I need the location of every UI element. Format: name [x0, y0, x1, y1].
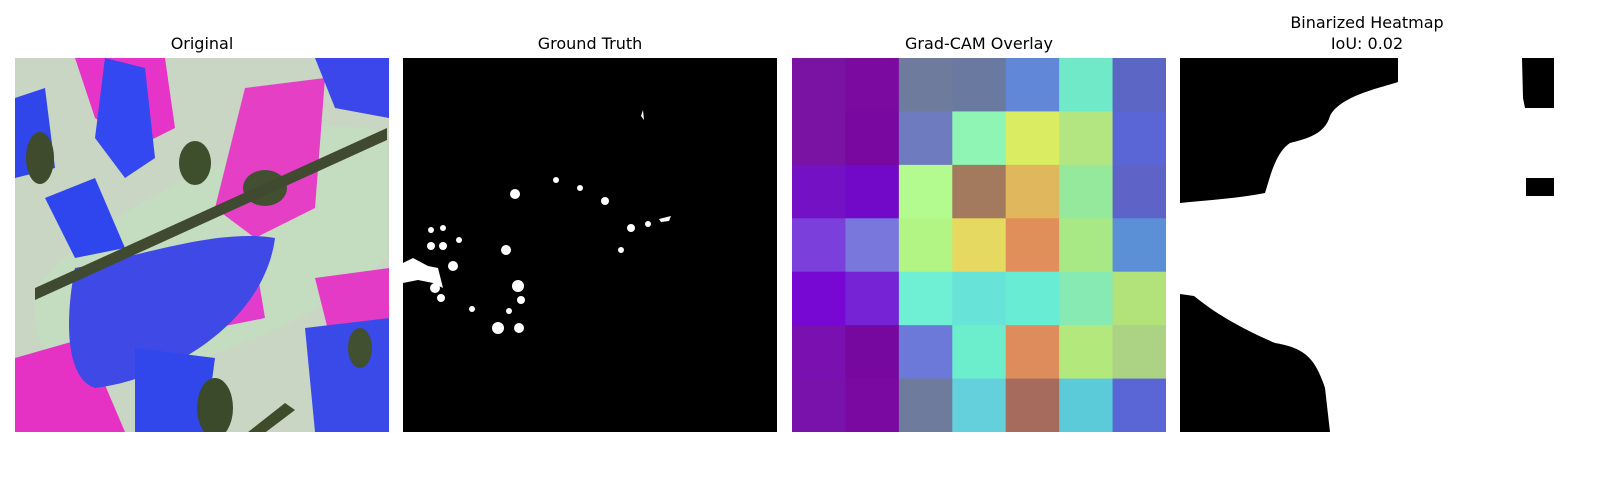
heatmap-cell: [898, 164, 953, 219]
heatmap-cell: [1112, 378, 1166, 432]
heatmap-cell: [952, 164, 1007, 219]
heatmap-cell: [792, 325, 846, 380]
heatmap-cell: [792, 111, 846, 166]
heatmap-cell: [952, 218, 1007, 273]
heatmap-cell: [1005, 164, 1060, 219]
heatmap-cell: [952, 111, 1007, 166]
panel-title-binarized-heatmap: Binarized Heatmap: [1290, 13, 1444, 32]
heatmap-cell: [1059, 111, 1114, 166]
binarized-heatmap: [1180, 58, 1554, 432]
heatmap-cell: [898, 271, 953, 326]
heatmap-cell: [1112, 58, 1166, 112]
heatmap-cell: [1059, 271, 1114, 326]
heatmap-cell: [792, 164, 846, 219]
heatmap-cell: [1059, 164, 1114, 219]
heatmap-cell: [952, 325, 1007, 380]
heatmap-cell: [1059, 378, 1114, 432]
heatmap-cell: [952, 58, 1007, 112]
ground-truth-mask: [403, 58, 777, 432]
heatmap-cell: [1112, 164, 1166, 219]
heatmap-cell: [792, 218, 846, 273]
heatmap-cell: [845, 58, 900, 112]
heatmap-cell: [1005, 378, 1060, 432]
heatmap-cell: [952, 271, 1007, 326]
panel-title-ground-truth: Ground Truth: [537, 34, 643, 53]
panel-title-original: Original: [170, 34, 234, 53]
heatmap-cell: [1005, 111, 1060, 166]
heatmap-cell: [845, 325, 900, 380]
heatmap-cell: [845, 271, 900, 326]
heatmap-cell: [1112, 325, 1166, 380]
heatmap-cell: [898, 111, 953, 166]
original-image: [15, 58, 389, 432]
heatmap-cell: [1112, 271, 1166, 326]
heatmap-cell: [1005, 271, 1060, 326]
heatmap-cell: [1005, 325, 1060, 380]
heatmap-cell: [1005, 218, 1060, 273]
heatmap-cell: [845, 378, 900, 432]
heatmap-cell: [1059, 325, 1114, 380]
heatmap-cell: [792, 271, 846, 326]
panel-subtitle-iou: IoU: 0.02: [1330, 34, 1404, 53]
heatmap-cell: [1005, 58, 1060, 112]
heatmap-cell: [845, 164, 900, 219]
heatmap-cell: [952, 378, 1007, 432]
heatmap-cell: [1112, 218, 1166, 273]
gradcam-heatmap-grid: [792, 58, 1166, 432]
heatmap-cell: [898, 378, 953, 432]
heatmap-cell: [898, 325, 953, 380]
panel-title-gradcam-overlay: Grad-CAM Overlay: [905, 34, 1053, 53]
heatmap-cell: [845, 111, 900, 166]
heatmap-cell: [792, 58, 846, 112]
heatmap-cell: [792, 378, 846, 432]
heatmap-cell: [845, 218, 900, 273]
heatmap-cell: [1112, 111, 1166, 166]
heatmap-cell: [1059, 218, 1114, 273]
gradcam-overlay: [792, 58, 1166, 432]
heatmap-cell: [1059, 58, 1114, 112]
heatmap-cell: [898, 58, 953, 112]
heatmap-cell: [898, 218, 953, 273]
